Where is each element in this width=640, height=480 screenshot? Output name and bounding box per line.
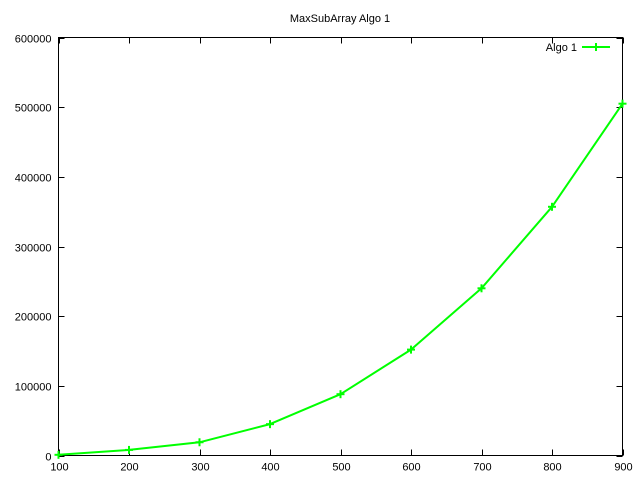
x-tick-label: 900 — [614, 462, 632, 474]
x-tick-label: 600 — [402, 462, 420, 474]
legend: Algo 1 — [546, 42, 610, 54]
legend-label: Algo 1 — [546, 42, 577, 54]
chart-title: MaxSubArray Algo 1 — [290, 13, 390, 25]
data-point — [336, 390, 345, 399]
x-axis: 100 200 300 400 500 600 700 800 900 — [50, 37, 633, 474]
data-point — [618, 99, 627, 108]
data-point — [195, 438, 204, 447]
data-point — [407, 345, 415, 354]
x-tick-label: 500 — [332, 462, 350, 474]
y-tick-label: 500000 — [15, 103, 52, 115]
x-tick-label: 300 — [191, 462, 209, 474]
y-tick-label: 300000 — [15, 243, 52, 255]
data-point — [125, 445, 133, 454]
data-point — [548, 202, 556, 211]
x-tick-label: 100 — [50, 462, 68, 474]
data-point — [54, 450, 63, 459]
y-tick-label: 100000 — [15, 382, 52, 394]
y-tick-label: 200000 — [15, 312, 52, 324]
series-layer — [54, 99, 627, 459]
y-tick-label: 0 — [45, 452, 51, 464]
x-tick-label: 400 — [261, 462, 279, 474]
series-line — [58, 103, 624, 456]
x-tick-label: 700 — [473, 462, 491, 474]
plot-frame — [58, 37, 623, 456]
data-point — [266, 420, 274, 429]
x-tick-label: 200 — [120, 462, 138, 474]
data-point — [477, 284, 486, 293]
y-tick-label: 400000 — [15, 173, 52, 185]
y-tick-label: 600000 — [15, 34, 52, 46]
x-tick-label: 800 — [543, 462, 561, 474]
y-axis: 0 100000 200000 300000 400000 500000 600000 — [15, 34, 623, 464]
